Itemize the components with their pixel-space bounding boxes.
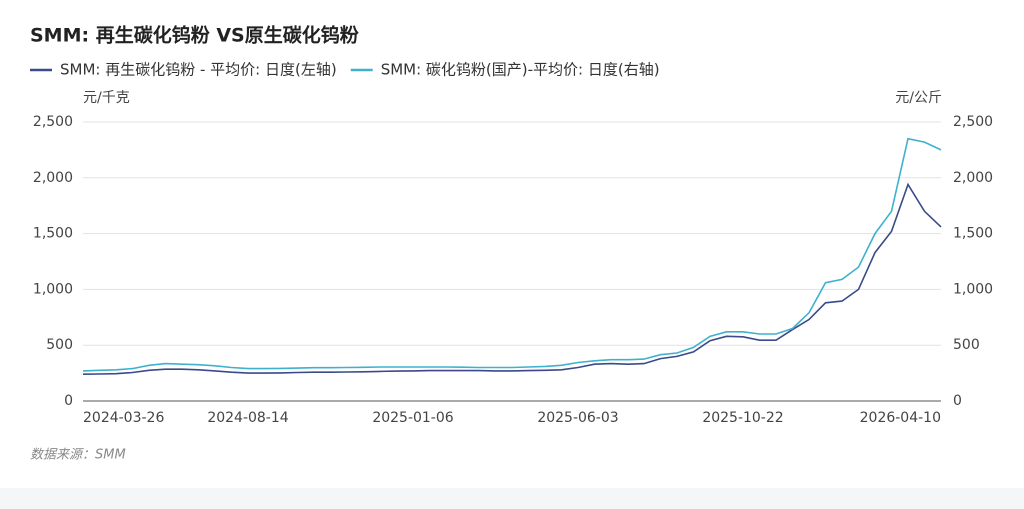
y2-tick-label: 0 (953, 393, 962, 409)
y2-tick-label: 500 (953, 337, 980, 353)
chart-title: SMM: 再生碳化钨粉 VS原生碳化钨粉 (30, 24, 359, 47)
x-tick-label: 2024-03-26 (83, 410, 164, 426)
y2-tick-label: 2,000 (953, 170, 993, 186)
y-tick-label: 1,000 (33, 281, 73, 297)
y2-unit: 元/公斤 (895, 90, 942, 106)
x-tick-label: 2024-08-14 (207, 410, 288, 426)
y-tick-label: 500 (46, 337, 73, 353)
x-tick-label: 2025-01-06 (372, 410, 453, 426)
y2-tick-label: 2,500 (953, 114, 993, 130)
x-tick-label: 2025-10-22 (702, 410, 783, 426)
x-tick-label: 2026-04-10 (860, 410, 941, 426)
series-line (82, 182, 942, 375)
footer-strip (0, 488, 1024, 509)
legend-label: SMM: 再生碳化钨粉 - 平均价: 日度(左轴) (60, 61, 337, 79)
x-tick-label: 2025-06-03 (537, 410, 618, 426)
y-unit: 元/千克 (83, 90, 130, 106)
y2-tick-label: 1,000 (953, 281, 993, 297)
y-tick-label: 2,000 (33, 170, 73, 186)
legend-label: SMM: 碳化钨粉(国产)-平均价: 日度(右轴) (381, 61, 660, 79)
y-tick-label: 2,500 (33, 114, 73, 130)
source: 数据来源：SMM (30, 448, 126, 463)
y-tick-label: 0 (64, 393, 73, 409)
series-line (82, 137, 942, 372)
y2-tick-label: 1,500 (953, 226, 993, 242)
y-tick-label: 1,500 (33, 226, 73, 242)
